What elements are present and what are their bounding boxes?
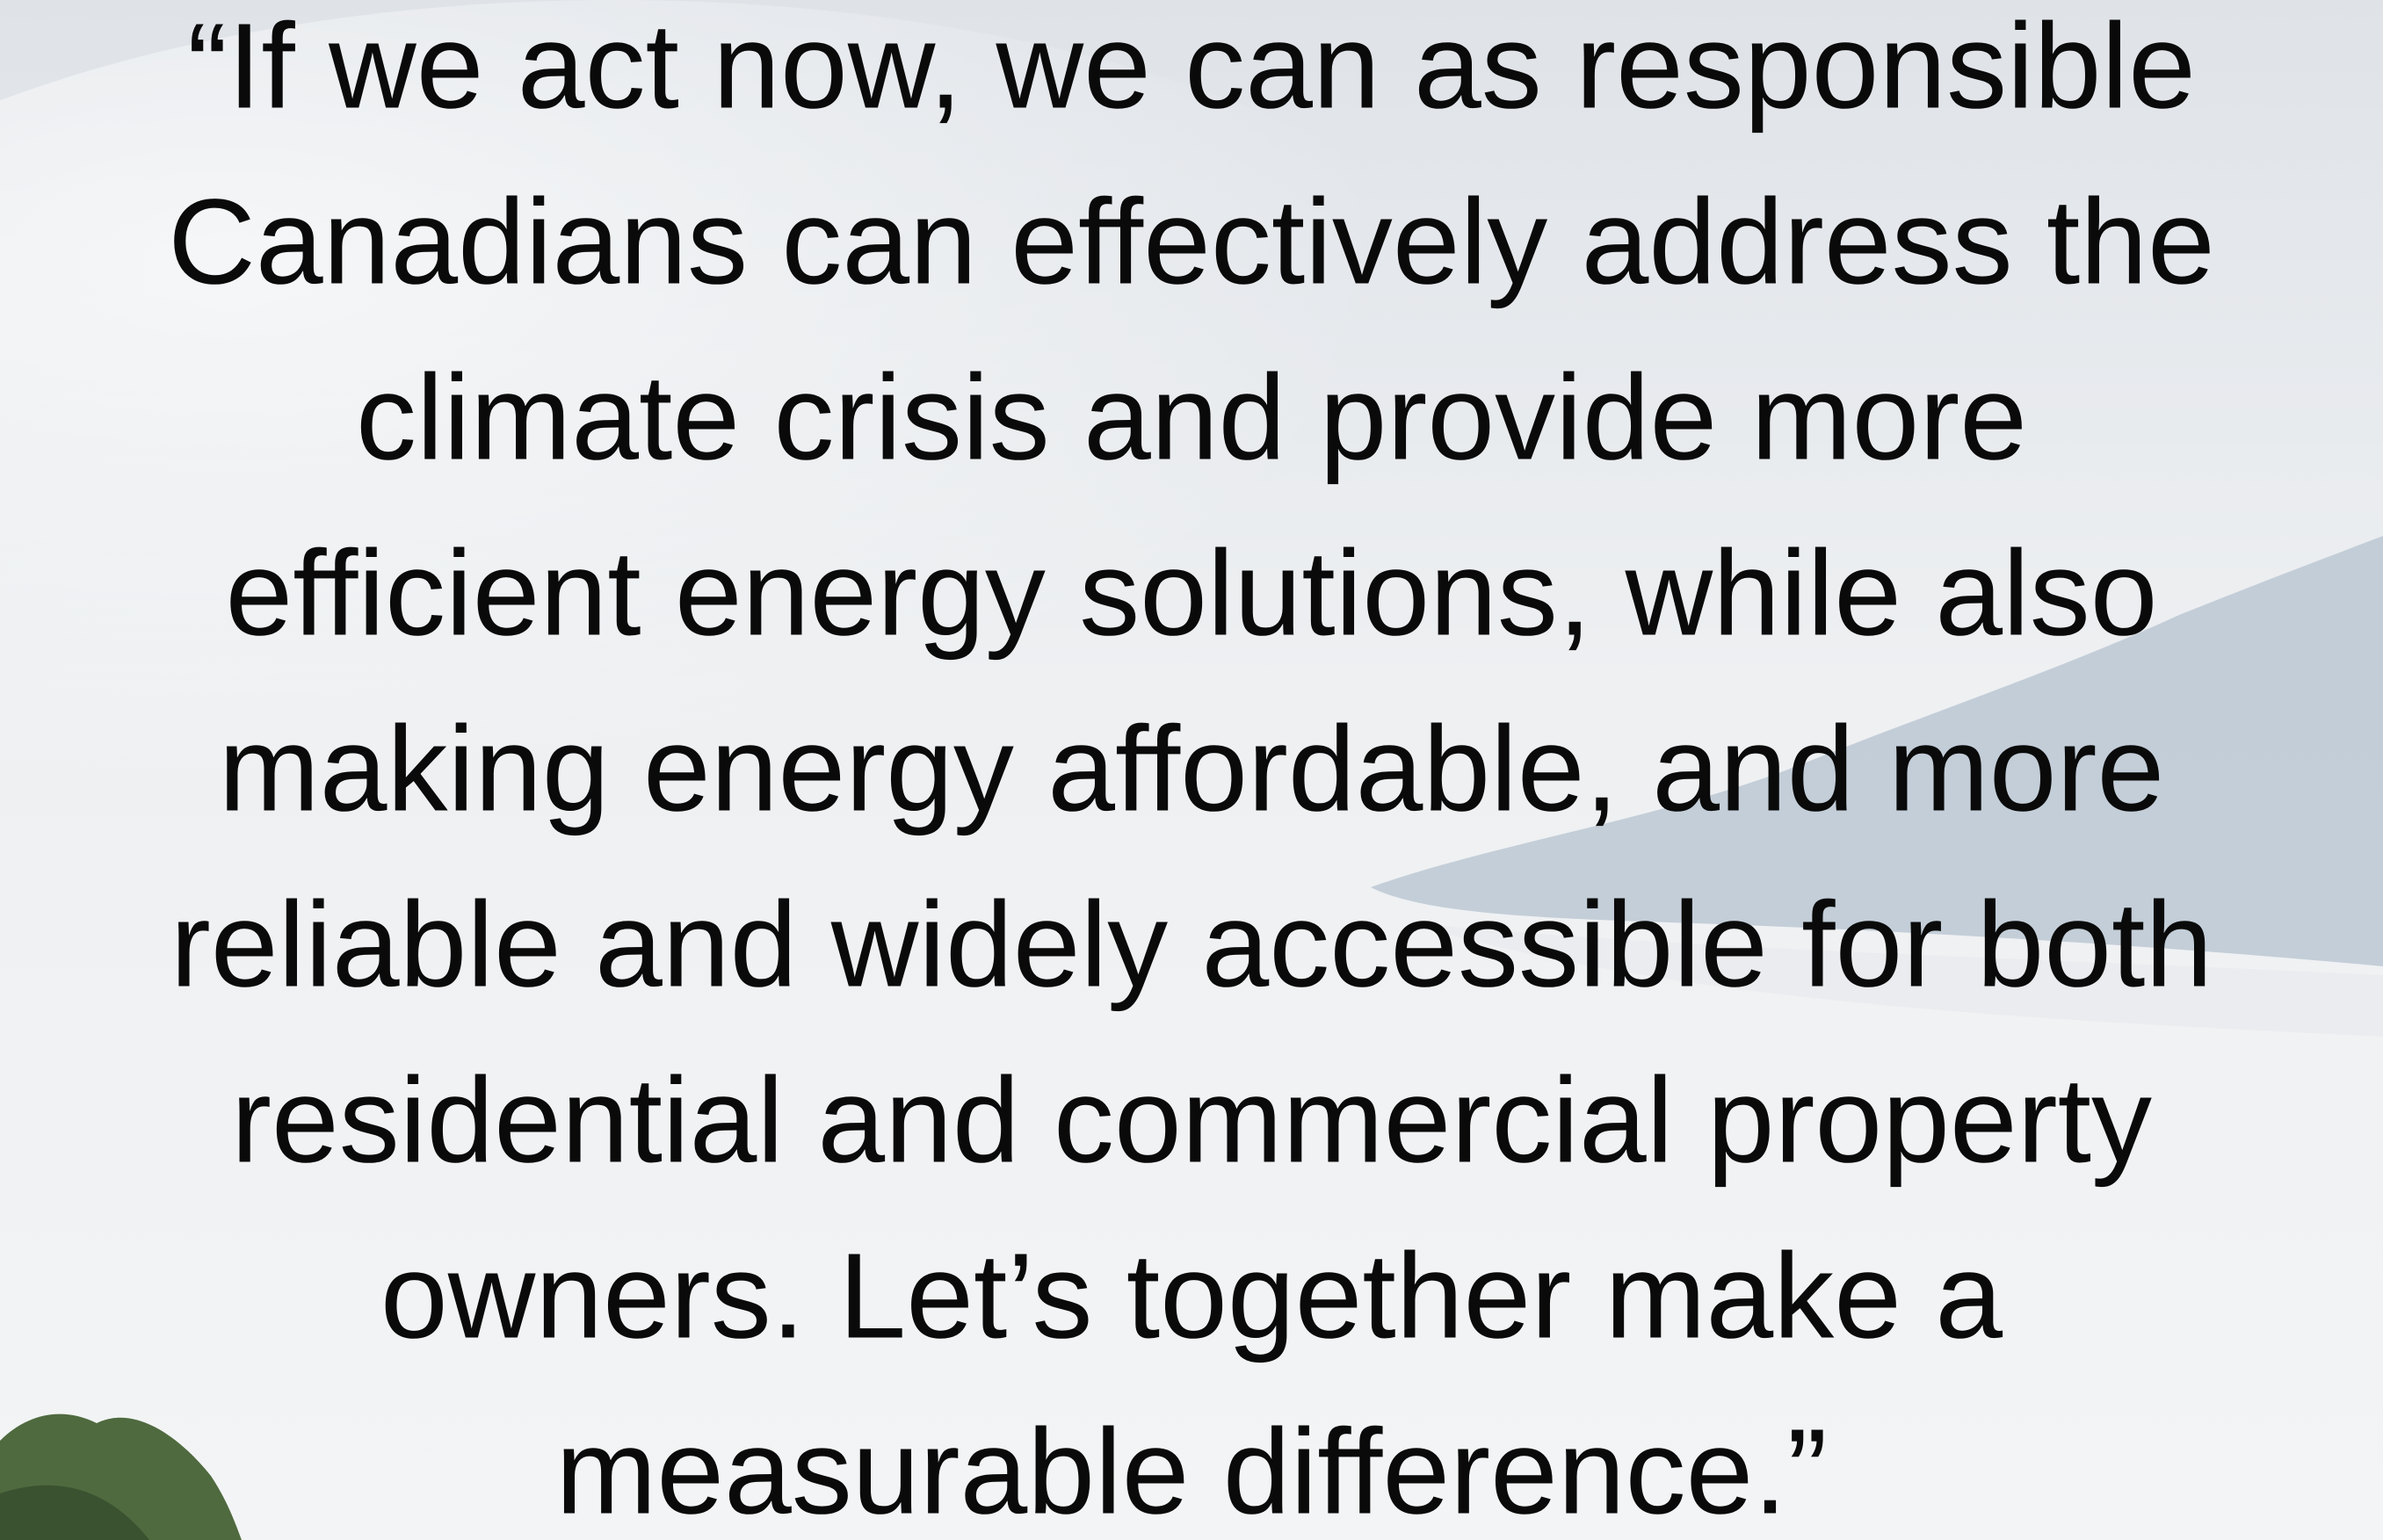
quote-line: efficient energy solutions, while also xyxy=(225,525,2157,661)
quote-line: residential and commercial property xyxy=(231,1052,2152,1188)
quote-line: “If we act now, we can as responsible xyxy=(187,0,2196,134)
cloud xyxy=(0,0,1582,878)
quote-line: reliable and widely accessible for both xyxy=(170,877,2213,1012)
trees-dark xyxy=(0,1485,149,1540)
quote-line: climate crisis and provide more xyxy=(356,350,2027,485)
quote-line: Canadians can effectively address the xyxy=(168,174,2215,309)
quote-line: making energy affordable, and more xyxy=(219,701,2164,836)
quote: “If we act now, we can as responsible Can… xyxy=(168,0,2215,1539)
mist xyxy=(1406,922,2383,1037)
quote-line: owners. Let’s together make a xyxy=(380,1228,2003,1363)
quote-line: measurable difference.” xyxy=(555,1404,1827,1539)
mountain xyxy=(1371,536,2383,966)
